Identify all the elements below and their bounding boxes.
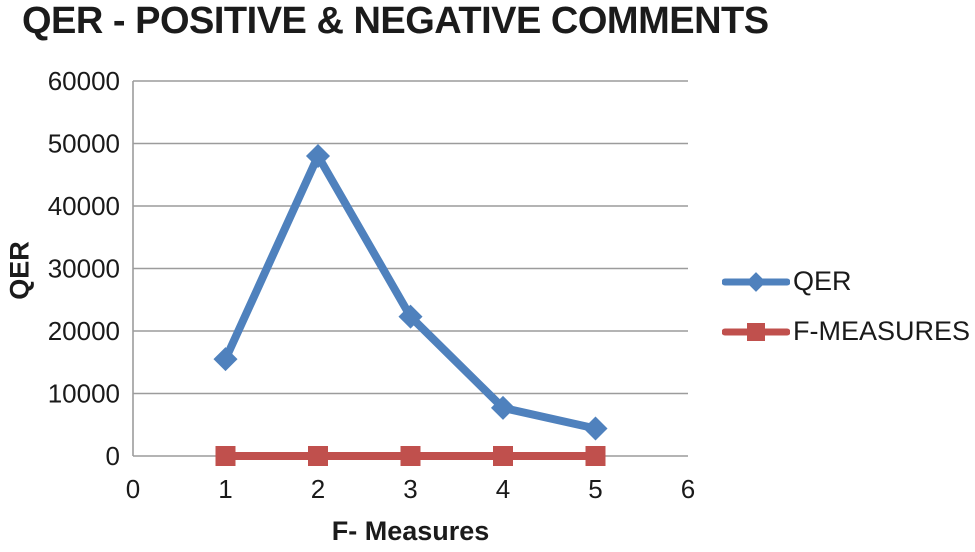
data-point-diamond (398, 304, 423, 329)
data-point-square (493, 446, 513, 466)
y-tick-label: 60000 (48, 66, 120, 96)
legend: QER F-MEASURES (722, 266, 971, 346)
y-tick-label: 10000 (48, 379, 120, 409)
legend-label: QER (793, 266, 852, 296)
legend-marker-diamond-icon (722, 271, 790, 292)
data-point-diamond (490, 395, 516, 420)
x-axis-title: F- Measures (331, 516, 490, 546)
data-point-diamond (583, 416, 608, 441)
x-tick-label: 4 (496, 474, 510, 504)
x-tick-label: 0 (126, 474, 140, 504)
legend-entry-qer: QER (722, 266, 970, 296)
x-tick-label: 3 (403, 474, 417, 504)
x-tick-label: 6 (681, 474, 695, 504)
legend-label: F-MEASURES (793, 316, 971, 346)
chart-title: QER - POSITIVE & NEGATIVE COMMENTS (22, 0, 769, 42)
x-tick-label: 2 (311, 474, 325, 504)
data-point-square (215, 446, 236, 466)
data-point-diamond (213, 347, 238, 372)
y-tick-label: 40000 (48, 191, 120, 221)
y-tick-label: 30000 (48, 254, 120, 284)
x-tick-label: 5 (588, 474, 602, 504)
data-point-square (747, 322, 765, 341)
x-tick-label: 1 (218, 474, 232, 504)
series-line (221, 152, 600, 433)
y-tick-label: 20000 (48, 316, 120, 346)
series-qer (213, 143, 608, 441)
legend-marker-square-icon (722, 322, 790, 341)
data-point-diamond (746, 271, 766, 292)
y-tick-label: 0 (106, 441, 120, 471)
legend-entry-f-measures: F-MEASURES (722, 316, 971, 346)
data-point-square (585, 446, 606, 466)
data-point-square (400, 446, 421, 466)
y-axis-title: QER (4, 241, 35, 300)
y-tick-label: 50000 (48, 129, 120, 159)
data-point-square (308, 446, 328, 466)
series-f-measures (215, 446, 606, 466)
data-point-diamond (305, 143, 331, 169)
